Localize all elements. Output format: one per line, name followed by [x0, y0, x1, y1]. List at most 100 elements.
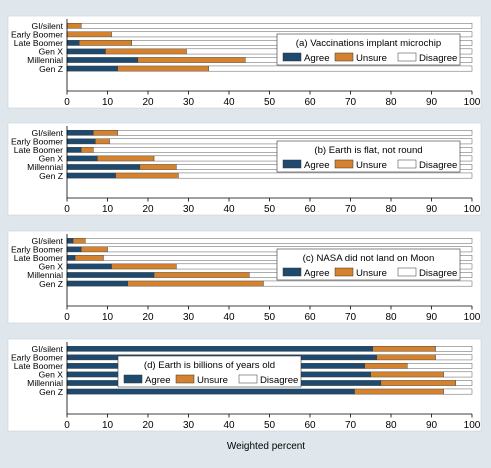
legend-swatch: [397, 267, 417, 277]
x-tick-label: 30: [183, 97, 195, 108]
x-tick-label: 0: [64, 312, 70, 323]
legend-swatch: [123, 374, 143, 384]
x-tick-label: 20: [142, 312, 154, 323]
category-label: Gen X: [39, 154, 64, 164]
category-label: Late Boomer: [14, 38, 63, 48]
bar-agree: [66, 138, 96, 145]
bar-agree: [66, 129, 94, 136]
x-tick-label: 100: [464, 420, 481, 431]
category-label: Early Boomer: [11, 137, 63, 147]
legend-swatch: [334, 52, 354, 62]
x-tick-label: 10: [102, 312, 114, 323]
x-tick-label: 90: [426, 204, 438, 215]
legend-swatch: [334, 159, 354, 169]
bar-agree: [66, 237, 74, 244]
category-label: GI/silent: [31, 128, 63, 138]
bar-unsure: [93, 129, 118, 136]
panel-title: (c) NASA did not land on Moon: [303, 253, 435, 264]
legend-swatch: [334, 267, 354, 277]
category-label: Gen X: [39, 370, 64, 380]
legend-label: Unsure: [356, 53, 387, 64]
legend-label: Unsure: [197, 375, 228, 386]
legend-swatch: [397, 52, 417, 62]
x-tick-label: 0: [64, 204, 70, 215]
category-label: Late Boomer: [14, 145, 63, 155]
bar-agree: [66, 280, 128, 287]
category-label: GI/silent: [31, 236, 63, 246]
category-label: Gen X: [39, 262, 64, 272]
legend-label: Unsure: [356, 160, 387, 171]
category-label: Late Boomer: [14, 253, 63, 263]
bar-disagree: [443, 371, 473, 378]
x-axis-title: Weighted percent: [227, 441, 305, 452]
bar-disagree: [117, 129, 473, 136]
category-label: Millennial: [27, 55, 63, 65]
bar-agree: [66, 155, 98, 162]
bar-unsure: [354, 388, 444, 395]
x-tick-label: 90: [426, 97, 438, 108]
x-tick-label: 10: [102, 420, 114, 431]
bar-agree: [66, 263, 112, 270]
category-label: Early Boomer: [11, 245, 63, 255]
x-tick-label: 50: [264, 204, 276, 215]
legend-label: Agree: [145, 375, 171, 386]
x-tick-label: 60: [304, 420, 316, 431]
bar-unsure: [127, 280, 264, 287]
bar-unsure: [380, 380, 457, 386]
x-tick-label: 80: [385, 97, 397, 108]
x-tick-label: 100: [464, 204, 481, 215]
bar-disagree: [85, 237, 473, 244]
bar-unsure: [105, 48, 187, 55]
category-label: GI/silent: [31, 21, 63, 31]
bar-unsure: [95, 138, 110, 145]
x-tick-label: 50: [264, 312, 276, 323]
bar-disagree: [443, 388, 473, 395]
x-tick-label: 0: [64, 420, 70, 431]
legend-swatch: [238, 374, 258, 384]
legend-label: Disagree: [260, 375, 298, 386]
x-tick-label: 90: [426, 420, 438, 431]
category-label: Gen Z: [39, 387, 63, 397]
bar-agree: [66, 40, 80, 46]
bar-agree: [66, 57, 139, 63]
bar-unsure: [66, 23, 82, 29]
x-tick-label: 30: [183, 204, 195, 215]
bar-unsure: [372, 346, 436, 352]
bar-unsure: [137, 57, 246, 63]
bar-unsure: [97, 155, 155, 162]
category-label: Early Boomer: [11, 353, 63, 363]
x-tick-label: 100: [464, 97, 481, 108]
x-tick-label: 70: [345, 420, 357, 431]
legend-label: Disagree: [419, 268, 457, 279]
legend-swatch: [282, 159, 302, 169]
legend-label: Disagree: [419, 160, 457, 171]
bar-agree: [66, 255, 76, 261]
x-tick-label: 60: [304, 204, 316, 215]
bar-unsure: [153, 272, 250, 278]
bar-unsure: [376, 354, 436, 361]
legend-label: Agree: [304, 268, 330, 279]
bar-unsure: [370, 371, 444, 378]
legend-box: [276, 33, 461, 66]
x-tick-label: 40: [223, 312, 235, 323]
x-tick-label: 20: [142, 420, 154, 431]
category-label: Early Boomer: [11, 30, 63, 40]
x-tick-label: 100: [464, 312, 481, 323]
category-label: Gen Z: [39, 279, 63, 289]
x-tick-label: 60: [304, 312, 316, 323]
bar-unsure: [111, 263, 177, 270]
x-tick-label: 60: [304, 97, 316, 108]
bar-unsure: [78, 40, 133, 46]
legend-swatch: [282, 52, 302, 62]
panel-title: (d) Earth is billions of years old: [144, 360, 275, 371]
legend-box: [117, 355, 302, 388]
legend-label: Agree: [304, 160, 330, 171]
category-label: Millennial: [27, 378, 63, 388]
legend-label: Unsure: [356, 268, 387, 279]
x-tick-label: 70: [345, 312, 357, 323]
bar-unsure: [117, 65, 209, 72]
bar-disagree: [208, 65, 473, 72]
bar-unsure: [66, 31, 112, 38]
